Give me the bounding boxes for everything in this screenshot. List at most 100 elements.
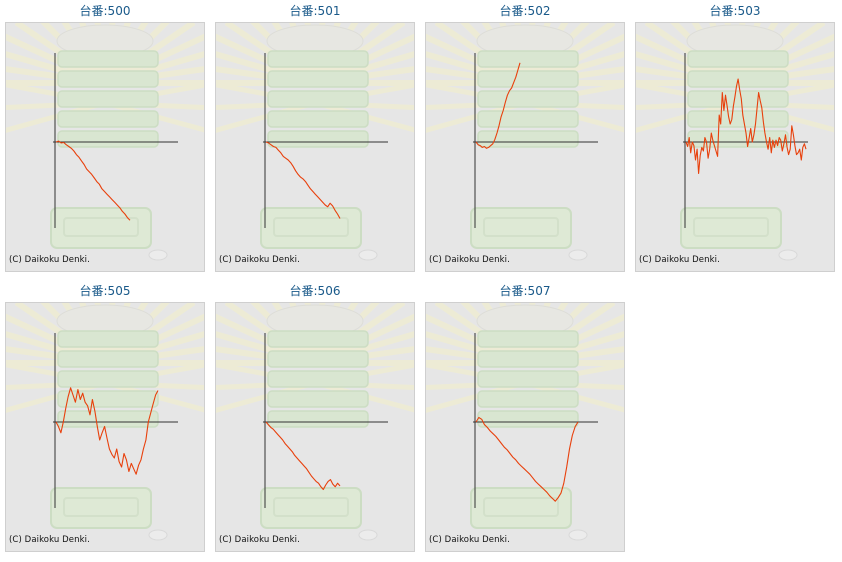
copyright-text: (C) Daikoku Denki. bbox=[429, 535, 510, 545]
chart-panel: (C) Daikoku Denki. bbox=[5, 22, 205, 272]
copyright-text: (C) Daikoku Denki. bbox=[429, 255, 510, 265]
stacked-tray bbox=[267, 50, 369, 68]
stacked-tray bbox=[687, 110, 789, 128]
base-tray-inner bbox=[273, 217, 349, 237]
sunburst-ray bbox=[6, 380, 106, 413]
stacked-tray bbox=[267, 330, 369, 348]
stacked-tray bbox=[477, 350, 579, 368]
sunburst-ray bbox=[314, 100, 414, 133]
chart-svg bbox=[426, 23, 624, 261]
stacked-tray bbox=[267, 410, 369, 428]
stacked-tray bbox=[477, 370, 579, 388]
stacked-tray bbox=[687, 50, 789, 68]
base-tray bbox=[470, 487, 572, 529]
stacked-tray bbox=[477, 110, 579, 128]
machine-number-title[interactable]: 台番:501 bbox=[289, 4, 341, 18]
stacked-tray bbox=[477, 330, 579, 348]
series-line bbox=[55, 140, 131, 221]
stacked-tray bbox=[57, 370, 159, 388]
coin-shape bbox=[568, 529, 588, 541]
base-tray bbox=[680, 207, 782, 249]
stacked-tray bbox=[477, 410, 579, 428]
series-line bbox=[475, 62, 521, 149]
stacked-tray bbox=[267, 370, 369, 388]
base-tray-inner bbox=[483, 217, 559, 237]
series-line bbox=[475, 416, 579, 502]
machine-chart-card-3[interactable]: 台番:503 (C) Daikoku Denki. bbox=[630, 0, 840, 280]
stacked-tray bbox=[477, 70, 579, 88]
coin-shape bbox=[148, 249, 168, 261]
stacked-tray bbox=[57, 70, 159, 88]
machine-number-title[interactable]: 台番:503 bbox=[709, 4, 761, 18]
chart-svg bbox=[216, 23, 414, 261]
base-tray bbox=[470, 207, 572, 249]
coin-shape bbox=[358, 249, 378, 261]
stacked-tray bbox=[477, 390, 579, 408]
stacked-tray bbox=[57, 330, 159, 348]
chart-svg bbox=[6, 303, 204, 541]
series-line bbox=[55, 387, 159, 475]
sunburst-ray bbox=[216, 380, 316, 413]
stacked-tray bbox=[267, 110, 369, 128]
chart-panel: (C) Daikoku Denki. bbox=[425, 302, 625, 552]
machine-illustration bbox=[6, 23, 204, 261]
machine-number-title[interactable]: 台番:502 bbox=[499, 4, 551, 18]
copyright-text: (C) Daikoku Denki. bbox=[9, 255, 90, 265]
series-line bbox=[265, 141, 341, 219]
copyright-text: (C) Daikoku Denki. bbox=[219, 535, 300, 545]
machine-chart-card-6[interactable]: 台番:507 (C) Daikoku Denki. bbox=[420, 280, 630, 560]
base-tray-inner bbox=[63, 217, 139, 237]
sunburst-ray bbox=[426, 100, 526, 133]
sunburst-ray bbox=[524, 380, 624, 413]
base-tray bbox=[260, 487, 362, 529]
coin-shape bbox=[148, 529, 168, 541]
stacked-tray bbox=[267, 350, 369, 368]
series-line bbox=[265, 421, 341, 491]
chart-panel: (C) Daikoku Denki. bbox=[425, 22, 625, 272]
sunburst-ray bbox=[734, 100, 834, 133]
machine-illustration bbox=[636, 23, 834, 261]
machine-number-title[interactable]: 台番:506 bbox=[289, 284, 341, 298]
machine-number-title[interactable]: 台番:505 bbox=[79, 284, 131, 298]
stacked-tray bbox=[57, 130, 159, 148]
chart-panel: (C) Daikoku Denki. bbox=[215, 302, 415, 552]
chart-svg bbox=[636, 23, 834, 261]
copyright-text: (C) Daikoku Denki. bbox=[639, 255, 720, 265]
machine-chart-card-1[interactable]: 台番:501 (C) Daikoku Denki. bbox=[210, 0, 420, 280]
chart-svg bbox=[6, 23, 204, 261]
stacked-tray bbox=[57, 50, 159, 68]
stacked-tray bbox=[267, 390, 369, 408]
sunburst-ray bbox=[6, 100, 106, 133]
chart-panel: (C) Daikoku Denki. bbox=[635, 22, 835, 272]
chart-panel: (C) Daikoku Denki. bbox=[5, 302, 205, 552]
chart-svg bbox=[216, 303, 414, 541]
sunburst-ray bbox=[104, 100, 204, 133]
sunburst-ray bbox=[314, 380, 414, 413]
machine-number-title[interactable]: 台番:507 bbox=[499, 284, 551, 298]
stacked-tray bbox=[57, 350, 159, 368]
stacked-tray bbox=[477, 90, 579, 108]
stacked-tray bbox=[477, 50, 579, 68]
stacked-tray bbox=[57, 90, 159, 108]
stacked-tray bbox=[57, 110, 159, 128]
stacked-tray bbox=[687, 90, 789, 108]
coin-shape bbox=[778, 249, 798, 261]
coin-shape bbox=[358, 529, 378, 541]
coin-shape bbox=[568, 249, 588, 261]
machine-chart-card-0[interactable]: 台番:500 (C) Daikoku Denki. bbox=[0, 0, 210, 280]
stacked-tray bbox=[267, 130, 369, 148]
stacked-tray bbox=[267, 90, 369, 108]
machine-number-title[interactable]: 台番:500 bbox=[79, 4, 131, 18]
base-tray-inner bbox=[693, 217, 769, 237]
machine-chart-card-4[interactable]: 台番:505 (C) Daikoku Denki. bbox=[0, 280, 210, 560]
sunburst-ray bbox=[104, 380, 204, 413]
stacked-tray bbox=[687, 130, 789, 148]
machine-chart-card-5[interactable]: 台番:506 (C) Daikoku Denki. bbox=[210, 280, 420, 560]
machine-illustration bbox=[216, 303, 414, 541]
machine-chart-card-2[interactable]: 台番:502 (C) Daikoku Denki. bbox=[420, 0, 630, 280]
chart-svg bbox=[426, 303, 624, 541]
base-tray-inner bbox=[63, 497, 139, 517]
base-tray-inner bbox=[483, 497, 559, 517]
stacked-tray bbox=[477, 130, 579, 148]
machine-illustration bbox=[216, 23, 414, 261]
